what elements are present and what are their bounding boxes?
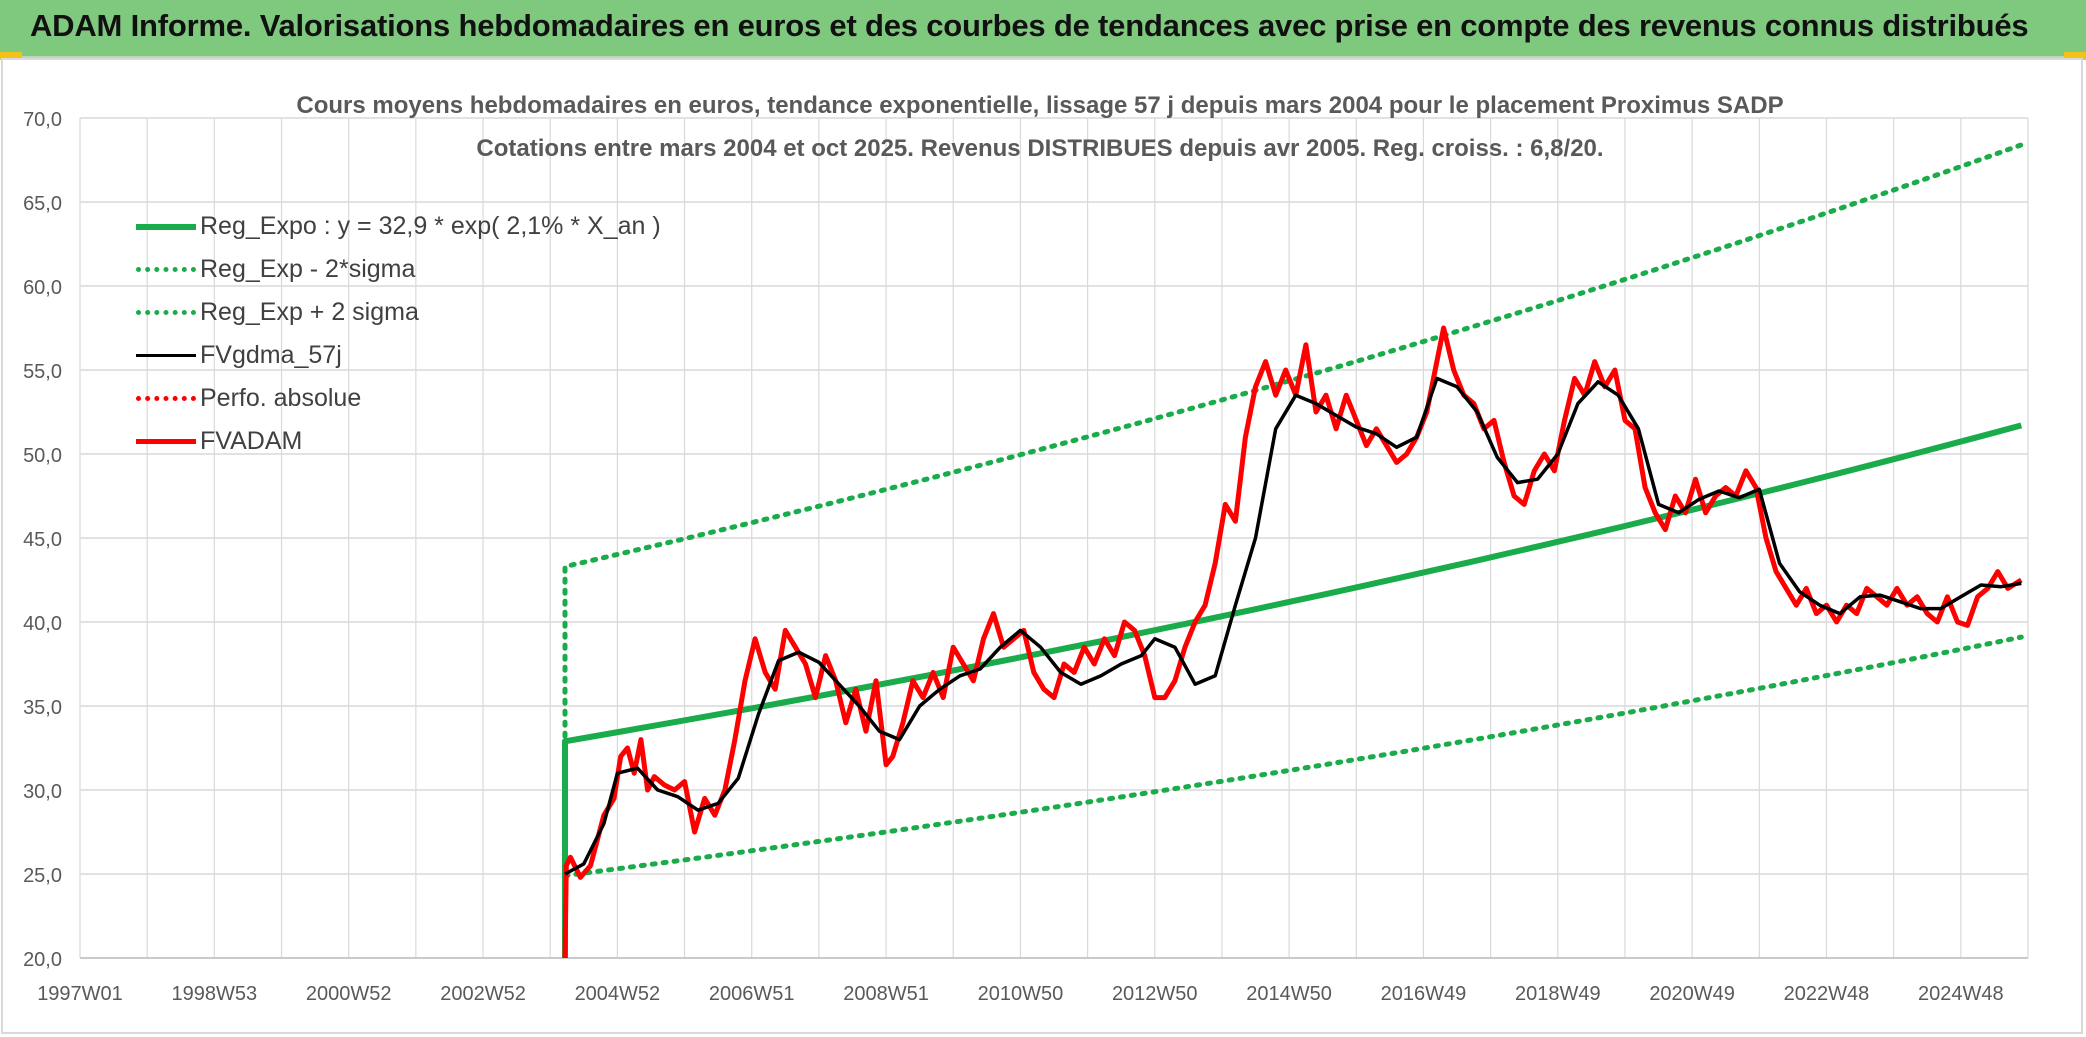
x-tick-label: 2020W49 [1649, 983, 1735, 1005]
y-tick-label: 35,0 [23, 697, 62, 719]
chart-title: Cours moyens hebdomadaires en euros, ten… [296, 92, 1783, 119]
chart-legend: Reg_Expo : y = 32,9 * exp( 2,1% * X_an )… [136, 205, 661, 463]
y-tick-label: 65,0 [23, 193, 62, 215]
x-tick-label: 2006W51 [709, 983, 795, 1005]
legend-label: Reg_Exp + 2 sigma [200, 298, 419, 326]
series-lines [562, 142, 2024, 959]
legend-item: FVgdma_57j [136, 334, 661, 377]
x-tick-label: 2022W48 [1784, 983, 1870, 1005]
x-tick-label: 2004W52 [575, 983, 661, 1005]
corner-marker-right [2064, 52, 2086, 60]
chart-frame [1, 58, 2083, 1034]
x-tick-label: 2012W50 [1112, 983, 1198, 1005]
x-tick-label: 2008W51 [843, 983, 929, 1005]
x-tick-label: 2014W50 [1246, 983, 1332, 1005]
axes: 70,0 65,0 60,0 55,0 50,0 45,0 40,0 35,0 30,0 25,0… [23, 109, 2028, 1005]
legend-swatch [136, 396, 196, 401]
x-tick-label: 2000W52 [306, 983, 392, 1005]
y-tick-label: 60,0 [23, 277, 62, 299]
legend-swatch [136, 354, 196, 357]
legend-item: Perfo. absolue [136, 377, 661, 420]
y-tick-label: 50,0 [23, 445, 62, 467]
legend-swatch [136, 267, 196, 272]
x-tick-label: 2016W49 [1381, 983, 1467, 1005]
series-line-5 [562, 325, 2023, 959]
legend-item: Reg_Exp - 2*sigma [136, 248, 661, 291]
y-tick-label: 20,0 [23, 949, 62, 971]
y-tick-label: 45,0 [23, 529, 62, 551]
series-line-0 [562, 422, 2023, 958]
legend-label: FVADAM [200, 427, 303, 455]
x-tick-label: 2010W50 [978, 983, 1064, 1005]
x-tick-label: 2018W49 [1515, 983, 1601, 1005]
series-line-1 [562, 634, 2024, 879]
grid [79, 117, 2029, 959]
x-tick-label: 1998W53 [172, 983, 258, 1005]
y-tick-label: 30,0 [23, 781, 62, 803]
y-tick-label: 40,0 [23, 613, 62, 635]
y-tick-label: 25,0 [23, 865, 62, 887]
legend-item: FVADAM [136, 420, 661, 463]
series-line-3 [564, 376, 2022, 876]
legend-label: Reg_Expo : y = 32,9 * exp( 2,1% * X_an ) [200, 212, 661, 240]
x-tick-label: 1997W01 [37, 983, 123, 1005]
y-tick-label: 70,0 [23, 109, 62, 131]
report-banner: ADAM Informe. Valorisations hebdomadaire… [0, 0, 2086, 58]
series-line-2 [562, 142, 2024, 860]
x-tick-label: 2024W48 [1918, 983, 2004, 1005]
legend-label: FVgdma_57j [200, 341, 342, 369]
legend-label: Perfo. absolue [200, 384, 362, 412]
legend-swatch [136, 310, 196, 315]
legend-item: Reg_Exp + 2 sigma [136, 291, 661, 334]
chart-subtitle: Cotations entre mars 2004 et oct 2025. R… [476, 135, 1603, 162]
x-tick-label: 2002W52 [440, 983, 526, 1005]
report-title: ADAM Informe. Valorisations hebdomadaire… [30, 8, 2029, 43]
corner-marker-left [0, 52, 22, 60]
legend-swatch [136, 223, 196, 230]
legend-swatch [136, 439, 196, 444]
legend-item: Reg_Expo : y = 32,9 * exp( 2,1% * X_an ) [136, 205, 661, 248]
legend-label: Reg_Exp - 2*sigma [200, 255, 416, 283]
y-tick-label: 55,0 [23, 361, 62, 383]
